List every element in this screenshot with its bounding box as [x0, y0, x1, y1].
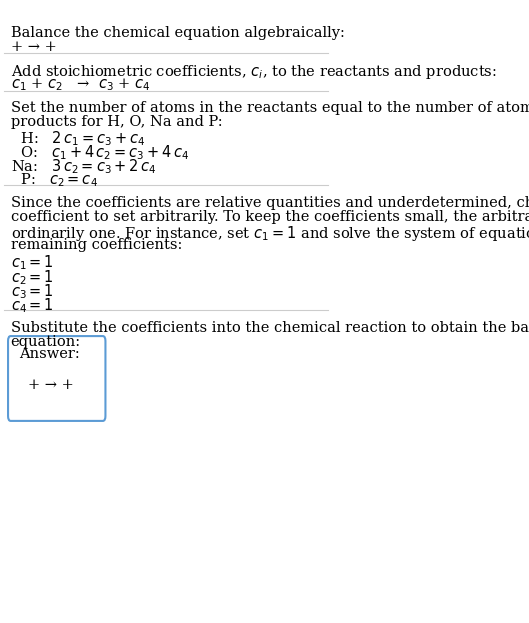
Text: $c_4 = 1$: $c_4 = 1$ [11, 296, 53, 315]
Text: P:   $c_2 = c_4$: P: $c_2 = c_4$ [11, 171, 97, 189]
Text: products for H, O, Na and P:: products for H, O, Na and P: [11, 115, 222, 129]
Text: ordinarily one. For instance, set $c_1 = 1$ and solve the system of equations fo: ordinarily one. For instance, set $c_1 =… [11, 224, 529, 243]
FancyBboxPatch shape [8, 336, 105, 421]
Text: $c_2 = 1$: $c_2 = 1$ [11, 268, 53, 287]
Text: equation:: equation: [11, 335, 81, 349]
Text: Balance the chemical equation algebraically:: Balance the chemical equation algebraica… [11, 26, 344, 40]
Text: remaining coefficients:: remaining coefficients: [11, 239, 182, 252]
Text: Add stoichiometric coefficients, $c_i$, to the reactants and products:: Add stoichiometric coefficients, $c_i$, … [11, 62, 497, 80]
Text: coefficient to set arbitrarily. To keep the coefficients small, the arbitrary va: coefficient to set arbitrarily. To keep … [11, 210, 529, 224]
Text: Since the coefficients are relative quantities and underdetermined, choose a: Since the coefficients are relative quan… [11, 196, 529, 210]
Text: + → +: + → + [11, 40, 57, 54]
Text: Na:   $3\,c_2 = c_3 + 2\,c_4$: Na: $3\,c_2 = c_3 + 2\,c_4$ [11, 157, 156, 176]
Text: $c_1 = 1$: $c_1 = 1$ [11, 254, 53, 272]
Text: $c_1$ + $c_2$   →  $c_3$ + $c_4$: $c_1$ + $c_2$ → $c_3$ + $c_4$ [11, 77, 150, 93]
Text: $c_3 = 1$: $c_3 = 1$ [11, 282, 53, 301]
Text: + → +: + → + [29, 378, 74, 392]
Text: Substitute the coefficients into the chemical reaction to obtain the balanced: Substitute the coefficients into the che… [11, 321, 529, 335]
Text: Answer:: Answer: [19, 347, 79, 361]
Text: O:   $c_1 + 4\,c_2 = c_3 + 4\,c_4$: O: $c_1 + 4\,c_2 = c_3 + 4\,c_4$ [11, 143, 189, 162]
Text: Set the number of atoms in the reactants equal to the number of atoms in the: Set the number of atoms in the reactants… [11, 101, 529, 115]
Text: H:   $2\,c_1 = c_3 + c_4$: H: $2\,c_1 = c_3 + c_4$ [11, 129, 145, 148]
